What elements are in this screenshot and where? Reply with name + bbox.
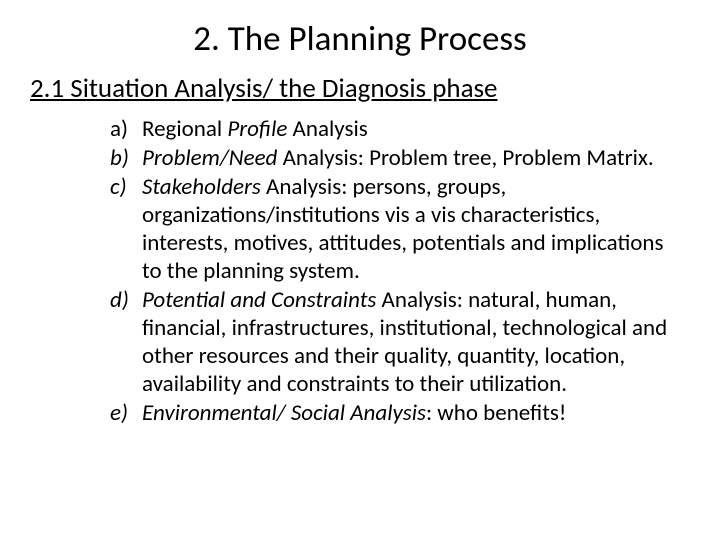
text-emphasis: Potential and Constraints — [142, 286, 376, 314]
list-body-b: Problem/Need Analysis: Problem tree, Pro… — [142, 144, 682, 172]
slide-title: 2. The Planning Process — [28, 18, 692, 60]
text-plain: Regional — [142, 115, 227, 143]
list-item: e) Environmental/ Social Analysis: who b… — [110, 399, 682, 427]
list-body-c: Stakeholders Analysis: persons, groups, … — [142, 173, 682, 285]
list-marker-e: e) — [110, 399, 142, 427]
ordered-list: a) Regional Profile Analysis b) Problem/… — [28, 115, 692, 428]
list-item: b) Problem/Need Analysis: Problem tree, … — [110, 144, 682, 172]
list-item: d) Potential and Constraints Analysis: n… — [110, 286, 682, 398]
list-item: c) Stakeholders Analysis: persons, group… — [110, 173, 682, 285]
text-plain: Analysis: Problem tree, Problem Matrix. — [277, 144, 653, 172]
text-emphasis: Stakeholders — [142, 173, 261, 201]
text-plain: : who benefits! — [426, 399, 566, 427]
text-emphasis: Problem/Need — [142, 144, 277, 172]
list-body-d: Potential and Constraints Analysis: natu… — [142, 286, 682, 398]
list-marker-d: d) — [110, 286, 142, 398]
slide-subtitle: 2.1 Situation Analysis/ the Diagnosis ph… — [30, 72, 692, 105]
list-body-a: Regional Profile Analysis — [142, 115, 682, 143]
text-emphasis: Profile — [227, 115, 287, 143]
list-marker-b: b) — [110, 144, 142, 172]
list-marker-c: c) — [110, 173, 142, 285]
list-item: a) Regional Profile Analysis — [110, 115, 682, 143]
text-emphasis: Environmental/ Social Analysis — [142, 399, 426, 427]
list-body-e: Environmental/ Social Analysis: who bene… — [142, 399, 682, 427]
text-plain: Analysis — [287, 115, 367, 143]
list-marker-a: a) — [110, 115, 142, 143]
